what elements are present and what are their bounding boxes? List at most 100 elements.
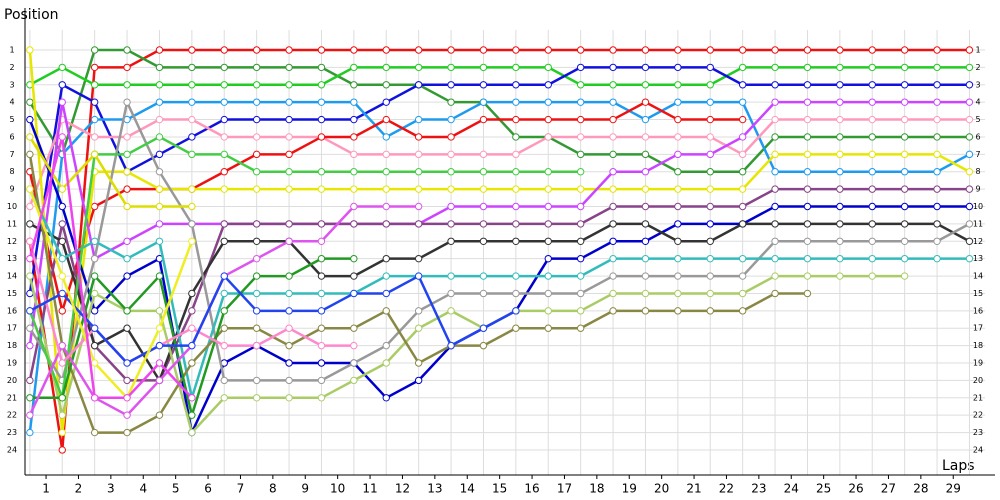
point xyxy=(706,185,714,193)
point xyxy=(252,150,261,159)
point xyxy=(836,202,844,211)
point xyxy=(26,376,34,385)
point xyxy=(285,307,293,315)
point xyxy=(155,202,164,211)
point xyxy=(58,446,66,454)
x-tick-label: 5 xyxy=(172,482,180,496)
x-tick-label: 9 xyxy=(301,482,309,496)
point xyxy=(641,254,650,263)
point xyxy=(90,81,99,89)
point xyxy=(350,185,358,193)
point xyxy=(771,81,779,89)
point xyxy=(447,133,455,141)
point xyxy=(123,272,131,280)
x-axis-label: Laps xyxy=(942,458,975,474)
x-tick-label: 23 xyxy=(751,482,766,496)
point xyxy=(26,254,34,263)
point xyxy=(836,220,844,228)
point xyxy=(900,98,909,106)
point xyxy=(674,46,682,54)
y-tick-label-right: 24 xyxy=(973,445,983,454)
point xyxy=(803,115,812,124)
point xyxy=(933,81,941,89)
point xyxy=(836,254,844,263)
point xyxy=(252,220,261,228)
point xyxy=(900,220,909,228)
point xyxy=(738,63,747,72)
point xyxy=(965,254,974,263)
y-tick-label-right: 22 xyxy=(973,411,983,420)
point xyxy=(317,289,326,298)
point xyxy=(123,428,131,437)
point xyxy=(90,324,99,332)
y-tick-label-right: 13 xyxy=(973,254,983,263)
point xyxy=(965,63,974,72)
point xyxy=(285,46,293,54)
point xyxy=(771,185,779,193)
point xyxy=(252,324,261,332)
point xyxy=(965,133,974,141)
x-tick-label: 27 xyxy=(881,482,896,496)
point xyxy=(512,133,520,141)
point xyxy=(414,81,423,89)
point xyxy=(252,98,261,106)
point xyxy=(933,254,941,263)
point xyxy=(641,115,650,124)
point xyxy=(479,185,488,193)
point xyxy=(544,133,552,141)
point xyxy=(836,133,844,141)
point xyxy=(738,307,747,315)
point xyxy=(706,254,714,263)
point xyxy=(317,324,326,332)
y-tick-label: 24 xyxy=(7,445,17,454)
point xyxy=(576,254,585,263)
series-line xyxy=(29,65,970,87)
y-tick-label-right: 21 xyxy=(973,393,983,402)
point xyxy=(382,272,390,280)
point xyxy=(220,168,228,176)
point xyxy=(155,81,164,89)
point xyxy=(382,168,390,176)
point xyxy=(350,341,358,350)
point xyxy=(900,202,909,211)
point xyxy=(188,46,196,54)
point xyxy=(220,289,228,298)
y-tick-label: 4 xyxy=(9,98,14,107)
point xyxy=(512,115,520,124)
point xyxy=(868,185,876,193)
point xyxy=(512,63,520,72)
point xyxy=(641,289,650,298)
point xyxy=(576,98,585,106)
point xyxy=(900,168,909,176)
point xyxy=(252,63,261,72)
point xyxy=(674,168,682,176)
point xyxy=(771,46,779,54)
point xyxy=(965,168,974,176)
point xyxy=(447,220,455,228)
point xyxy=(706,81,714,89)
point xyxy=(252,81,261,89)
y-tick-label: 19 xyxy=(7,359,17,368)
point xyxy=(285,220,293,228)
point xyxy=(220,133,228,141)
point xyxy=(868,98,876,106)
point xyxy=(350,150,358,159)
point xyxy=(544,289,552,298)
point xyxy=(544,168,552,176)
point xyxy=(609,237,617,245)
point xyxy=(479,341,488,350)
point xyxy=(123,133,131,141)
point xyxy=(188,133,196,141)
point xyxy=(123,202,131,211)
point xyxy=(350,202,358,211)
y-tick-label-right: 10 xyxy=(973,202,983,211)
point xyxy=(836,63,844,72)
point xyxy=(965,202,974,211)
point xyxy=(609,307,617,315)
point xyxy=(738,168,747,176)
point xyxy=(317,376,326,385)
point xyxy=(350,81,358,89)
point xyxy=(317,359,326,367)
point xyxy=(706,237,714,245)
point xyxy=(90,394,99,402)
